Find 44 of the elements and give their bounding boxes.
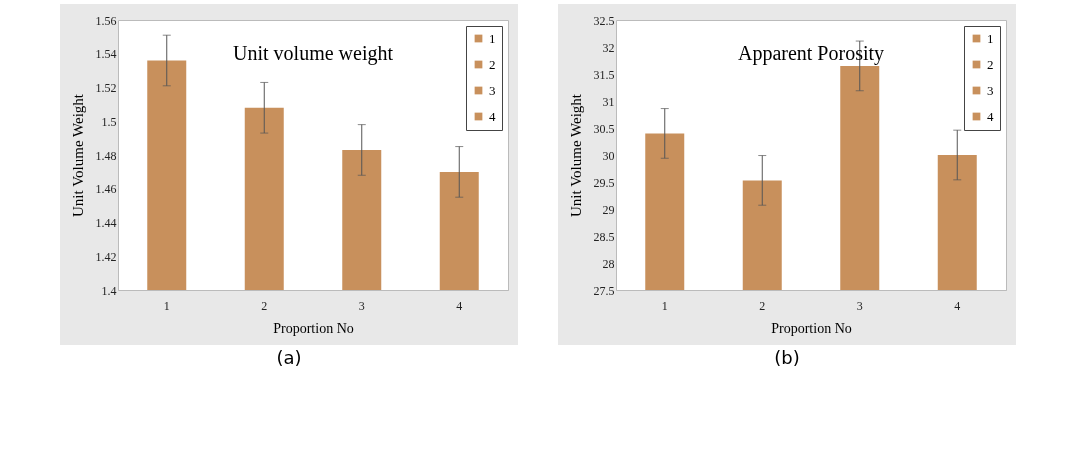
y-tick-label: 32.5 [593, 13, 615, 28]
legend-label: 1 [987, 30, 994, 46]
y-tick-label: 1.4 [101, 283, 117, 298]
y-axis-title: Unit Volume Weight [567, 93, 584, 217]
y-tick-label: 29 [602, 202, 615, 217]
y-tick-label: 1.44 [95, 216, 117, 230]
legend-label: 3 [987, 82, 994, 98]
legend-label: 1 [489, 30, 496, 46]
y-tick-label: 28.5 [593, 229, 615, 244]
x-tick-label: 1 [661, 298, 668, 313]
x-tick-label: 1 [163, 298, 170, 313]
y-tick-label: 1.56 [95, 13, 117, 28]
x-axis-title: Proportion No [273, 320, 354, 336]
text: Apparent Porosity [737, 42, 885, 65]
text: Unit volume weight [233, 42, 394, 65]
x-tick-label: 2 [261, 298, 268, 313]
legend-label: 4 [489, 108, 496, 124]
text: (b) [774, 347, 800, 368]
y-tick-label: 1.48 [95, 148, 117, 163]
y-tick-label: 28 [602, 256, 615, 271]
y-tick-label: 32 [602, 40, 615, 55]
y-tick-label: 1.5 [101, 114, 117, 129]
y-tick-label: 1.54 [95, 47, 117, 62]
legend-label: 3 [489, 82, 496, 98]
x-axis-title: Proportion No [771, 320, 852, 336]
x-tick-label: 3 [856, 298, 863, 313]
legend-label: 2 [987, 56, 994, 72]
y-tick-label: 29.5 [593, 175, 615, 190]
y-tick-label: 30.5 [593, 121, 615, 136]
y-tick-label: 31.5 [593, 67, 615, 82]
text: (a) [276, 347, 302, 368]
legend-label: 4 [987, 108, 994, 124]
x-tick-label: 4 [954, 298, 961, 313]
y-axis-title: Unit Volume Weight [69, 93, 86, 217]
y-tick-label: 1.46 [95, 182, 117, 197]
x-tick-label: 3 [358, 298, 365, 313]
y-tick-label: 30 [602, 148, 615, 163]
x-tick-label: 4 [456, 298, 463, 313]
y-tick-label: 31 [602, 94, 615, 109]
y-tick-label: 1.42 [95, 249, 117, 264]
legend-label: 2 [489, 56, 496, 72]
y-tick-label: 27.5 [593, 283, 615, 298]
y-tick-label: 1.52 [95, 81, 117, 95]
x-tick-label: 2 [759, 298, 766, 313]
